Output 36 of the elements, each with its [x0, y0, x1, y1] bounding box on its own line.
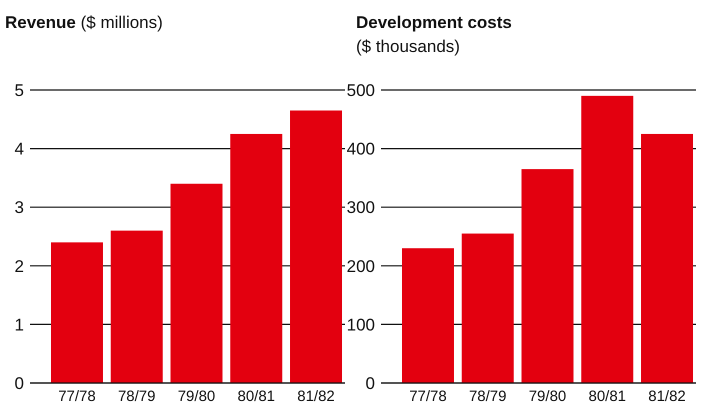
bar [402, 248, 454, 383]
y-tick-label: 100 [346, 315, 375, 334]
y-tick-label: 200 [346, 256, 375, 276]
chart-subtitle: ($ thousands) [356, 37, 460, 56]
bar [110, 230, 163, 383]
y-tick-label: 500 [346, 80, 375, 100]
bar [50, 242, 103, 383]
x-tick-label: 78/79 [118, 388, 156, 405]
x-tick-label: 81/82 [648, 388, 686, 405]
chart-title: Revenue [5, 13, 76, 32]
y-tick-label: 0 [14, 374, 24, 393]
y-tick-label: 0 [366, 374, 375, 393]
bar [462, 234, 514, 383]
x-tick-label: 80/81 [237, 388, 276, 405]
bar [522, 169, 574, 383]
bar [170, 184, 222, 383]
y-tick-label: 1 [14, 315, 24, 334]
x-tick-label: 81/82 [297, 388, 335, 405]
x-tick-label: 77/78 [58, 388, 96, 405]
x-tick-label: 77/78 [409, 388, 447, 405]
bar [641, 134, 694, 383]
y-tick-label: 4 [14, 140, 24, 159]
y-tick-label: 2 [14, 256, 24, 276]
x-tick-label: 80/81 [588, 388, 626, 405]
chart-title: Development costs [356, 13, 512, 32]
y-tick-label: 3 [14, 198, 24, 218]
x-tick-label: 78/79 [468, 388, 507, 405]
x-tick-label: 79/80 [528, 388, 566, 405]
bar [290, 110, 342, 383]
x-tick-label: 79/80 [178, 388, 216, 405]
y-tick-label: 5 [14, 80, 24, 100]
bar [581, 96, 634, 383]
y-tick-label: 300 [346, 198, 375, 218]
chart-subtitle: ($ millions) [76, 13, 163, 32]
y-tick-label: 400 [346, 140, 375, 159]
bar [230, 134, 282, 383]
